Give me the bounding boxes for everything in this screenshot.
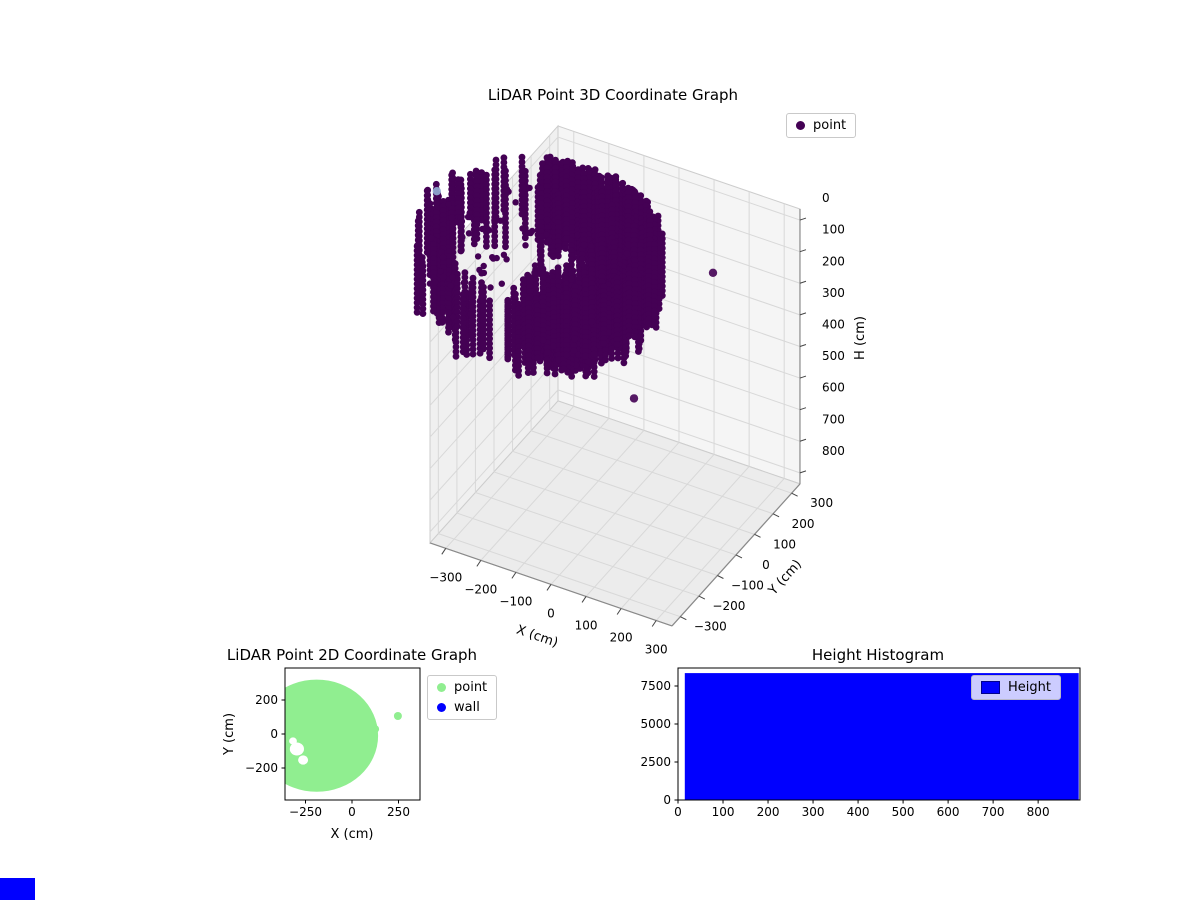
h3d-tick-label: 0 xyxy=(822,191,830,205)
x3d-tick-label: −300 xyxy=(429,570,462,584)
x2d-tick-label: −250 xyxy=(289,805,322,819)
bottom-left-blue-rectangle xyxy=(0,878,35,900)
outlier-point xyxy=(629,394,639,403)
y3d-tick-label: 200 xyxy=(792,517,815,531)
y3d-tick-label: 300 xyxy=(810,496,833,510)
x3d-tick-label: 300 xyxy=(645,643,668,657)
histogram-legend: Height xyxy=(971,675,1061,700)
xhist-tick-label: 800 xyxy=(1027,805,1050,819)
axes-3d: −300−200−1000100200300−300−200−100010020… xyxy=(413,124,868,657)
yhist-tick-label: 5000 xyxy=(640,717,671,731)
isolated-point xyxy=(371,725,380,734)
legend-label-point: point xyxy=(813,118,847,133)
outlier-point xyxy=(708,268,718,277)
x2d-axis-label: X (cm) xyxy=(331,827,374,842)
legend-label-height: Height xyxy=(1008,680,1051,695)
isolated-point xyxy=(393,712,402,720)
axes-hist-border xyxy=(677,667,1081,801)
y3d-tick-label: 100 xyxy=(773,537,796,551)
axes-2d: −250 0 250 −200 0 200 X (cm) Y (cm) xyxy=(222,667,421,842)
y3d-tick-label: −300 xyxy=(694,620,727,634)
y2d-tick-label: 200 xyxy=(255,693,278,707)
x3d-tick-label: 200 xyxy=(610,630,633,644)
chart-2d-legend: point wall xyxy=(427,675,498,720)
x3d-tick-label: −100 xyxy=(499,594,532,608)
chart-3d-legend: point xyxy=(786,113,857,138)
height-bar-swatch-icon xyxy=(981,681,1000,694)
xhist-tick-label: 300 xyxy=(802,805,825,819)
h3d-tick-label: 500 xyxy=(822,349,845,363)
x3d-tick-label: 0 xyxy=(547,606,555,620)
y3d-axis-label: Y (cm) xyxy=(765,557,805,599)
histogram-title: Height Histogram xyxy=(811,646,945,664)
scatter-2d-points xyxy=(285,679,402,792)
legend-label-wall: wall xyxy=(454,700,480,715)
yhist-tick-label: 0 xyxy=(663,793,671,807)
h3d-axis-label: H (cm) xyxy=(853,316,868,360)
xhist-tick-label: 100 xyxy=(712,805,735,819)
h3d-tick-label: 300 xyxy=(822,286,845,300)
x2d-tick-label: 250 xyxy=(387,805,410,819)
point-region-hole xyxy=(298,755,309,765)
legend-entry-wall: wall xyxy=(437,699,487,716)
xhist-tick-label: 0 xyxy=(674,805,682,819)
x2d-tick-label: 0 xyxy=(348,805,356,819)
x3d-axis-label: X (cm) xyxy=(514,623,560,651)
point-region-hole xyxy=(289,737,297,745)
legend-entry-point: point xyxy=(437,679,487,696)
outlier-point xyxy=(432,187,441,196)
point-region xyxy=(285,679,379,792)
h3d-tick-label: 800 xyxy=(822,444,845,458)
point-marker-icon xyxy=(437,683,446,692)
xhist-tick-label: 700 xyxy=(982,805,1005,819)
yhist-tick-label: 2500 xyxy=(640,755,671,769)
x3d-tick-label: 100 xyxy=(575,618,598,632)
y2d-axis-label: Y (cm) xyxy=(222,713,237,756)
legend-entry-point: point xyxy=(796,117,846,134)
xhist-tick-label: 500 xyxy=(892,805,915,819)
chart-2d-title: LiDAR Point 2D Coordinate Graph xyxy=(226,646,478,664)
chart-3d-title: LiDAR Point 3D Coordinate Graph xyxy=(487,86,739,104)
h3d-tick-label: 200 xyxy=(822,254,845,268)
h3d-tick-label: 600 xyxy=(822,381,845,395)
point-marker-icon xyxy=(796,121,805,130)
point-region-hole xyxy=(289,742,304,756)
y2d-tick-label: −200 xyxy=(245,761,278,775)
xhist-tick-label: 600 xyxy=(937,805,960,819)
yhist-tick-label: 7500 xyxy=(640,679,671,693)
h3d-tick-label: 100 xyxy=(822,223,845,237)
point-cloud xyxy=(413,153,666,380)
y3d-tick-label: −200 xyxy=(712,599,745,613)
legend-label-point: point xyxy=(454,680,488,695)
y3d-tick-label: −100 xyxy=(731,579,764,593)
y3d-tick-label: 0 xyxy=(762,558,770,572)
x3d-tick-label: −200 xyxy=(464,582,497,596)
h3d-tick-label: 700 xyxy=(822,412,845,426)
wall-marker-icon xyxy=(437,703,446,712)
xhist-tick-label: 200 xyxy=(757,805,780,819)
h3d-tick-label: 400 xyxy=(822,317,845,331)
legend-entry-height: Height xyxy=(981,679,1051,696)
xhist-tick-label: 400 xyxy=(847,805,870,819)
y2d-tick-label: 0 xyxy=(270,727,278,741)
